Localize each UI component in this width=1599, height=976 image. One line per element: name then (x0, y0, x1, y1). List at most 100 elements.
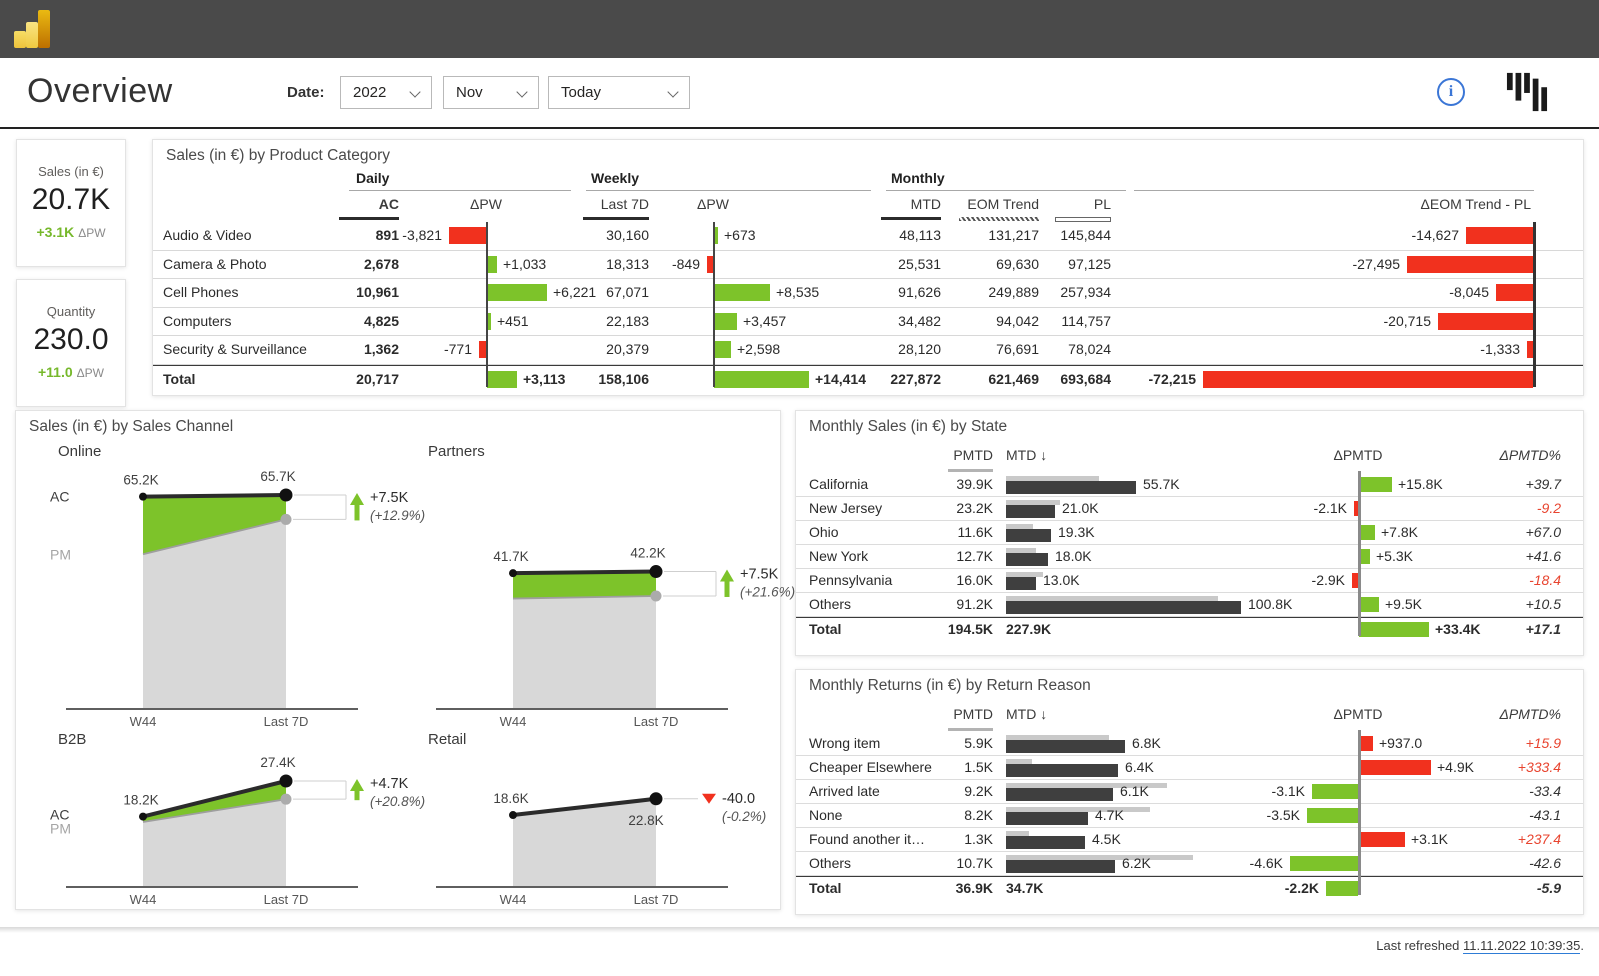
bar-value-label: +6,221 (553, 284, 597, 300)
cell-eom-trend: 94,042 (996, 312, 1039, 329)
info-icon[interactable] (1437, 78, 1465, 106)
delta-bar (1354, 501, 1358, 516)
column-header-pmtd: PMTD (953, 447, 993, 463)
svg-text:18.6K: 18.6K (493, 791, 528, 806)
group-header-monthly: Monthly (891, 170, 945, 186)
svg-text:W44: W44 (130, 892, 157, 907)
cell-dpmtd-pct: -9.2 (1536, 500, 1561, 516)
cell-mtd: 48,113 (899, 227, 941, 243)
kpi-delta-suffix: ΔPW (78, 226, 106, 240)
cell-pmtd: 16.0K (956, 572, 993, 588)
delta-bar (1307, 808, 1358, 823)
delta-bar (1352, 573, 1358, 588)
bar-value-label: -2.1K (1313, 500, 1347, 516)
delta-bar-cell: -3,821 (402, 222, 573, 250)
column-header-mtd: MTD (910, 196, 941, 212)
bar-value-label: +451 (497, 312, 529, 329)
column-header-mtd: MTD ↓ (1006, 447, 1048, 463)
chevron-down-icon (409, 86, 421, 98)
bar-value-label: +3.1K (1411, 831, 1448, 847)
mtd-bar-cell: 34.7K (1006, 877, 1274, 900)
cell-dpmtd-pct: -33.4 (1529, 783, 1561, 799)
delta-bar-cell: -1,333 (1115, 336, 1534, 364)
svg-text:65.7K: 65.7K (260, 469, 295, 484)
bar-value-label: 6.4K (1125, 759, 1154, 775)
cell-pmtd: 23.2K (956, 500, 993, 516)
delta-bar (1359, 622, 1429, 637)
column-underline (583, 217, 649, 220)
mtd-bar-cell: 18.0K (1006, 545, 1274, 568)
mtd-bar-cell: 4.7K (1006, 804, 1274, 827)
svg-text:AC: AC (50, 807, 69, 823)
pmtd-bar (1006, 476, 1099, 481)
last-refreshed-timestamp[interactable]: 11.11.2022 10:39:35 (1463, 938, 1581, 954)
cell-name: Others (809, 596, 852, 612)
cell-category: Audio & Video (163, 227, 252, 243)
cell-category: Cell Phones (163, 284, 239, 300)
delta-bar (487, 312, 491, 330)
column-header-ac: AC (378, 196, 399, 212)
bar-value-label: +14,414 (815, 370, 866, 387)
column-header-pmtd: PMTD (953, 706, 993, 722)
cell-ac: 891 (375, 227, 399, 243)
mtd-bar-cell: 4.5K (1006, 828, 1274, 851)
cell-last7d: 20,379 (606, 341, 649, 357)
bar-value-label: +15.8K (1398, 476, 1443, 492)
bar-value-label: -2.9K (1311, 572, 1345, 588)
cell-dpmtd-pct: +67.0 (1525, 524, 1561, 540)
bar-value-label: 13.0K (1043, 572, 1080, 588)
cell-name: None (809, 807, 843, 823)
cell-pmtd: 36.9K (955, 880, 993, 896)
table-row: Security & Surveillance 1,362 -771 20,379 +2… (153, 336, 1583, 365)
svg-text:42.2K: 42.2K (630, 546, 665, 561)
day-dropdown[interactable]: Today (548, 76, 690, 109)
group-underline (886, 190, 1126, 191)
last-refreshed-suffix: . (1580, 938, 1584, 953)
mtd-bar-cell: 21.0K (1006, 497, 1274, 520)
axis-line (713, 222, 715, 387)
product-category-table: Sales (in €) by Product Category Daily W… (152, 139, 1584, 396)
bar-value-label: -4.6K (1249, 855, 1283, 871)
cell-ac: 1,362 (363, 341, 399, 357)
delta-bar-cell: +3,457 (653, 308, 873, 336)
delta-bar (1359, 597, 1379, 612)
cell-dpmtd-pct: +15.9 (1525, 735, 1561, 751)
delta-bar (1290, 856, 1358, 871)
cell-name: Ohio (809, 524, 839, 540)
table-row: Ohio 11.6K 19.3K +7.8K +67.0 (796, 521, 1583, 545)
table-row: None 8.2K 4.7K -3.5K -43.1 (796, 804, 1583, 828)
cell-category: Camera & Photo (163, 255, 267, 272)
delta-bar-cell: -3.1K (1272, 780, 1441, 803)
kpi-delta: +3.1K ΔPW (36, 224, 105, 240)
delta-bar (707, 255, 713, 273)
cell-name: Pennsylvania (809, 572, 893, 588)
chevron-down-icon (516, 86, 528, 98)
cell-pmtd: 5.9K (964, 735, 993, 751)
delta-bar (487, 284, 547, 301)
delta-bar-cell: +2,598 (653, 336, 873, 364)
chart-title: B2B (58, 731, 87, 748)
group-underline (586, 190, 871, 191)
delta-bar-cell: -27,495 (1115, 251, 1534, 279)
delta-bar (487, 370, 517, 388)
svg-text:65.2K: 65.2K (123, 473, 158, 488)
bar-value-label: 6.1K (1120, 783, 1149, 799)
mtd-bar-cell: 227.9K (1006, 618, 1274, 641)
return-reason-table: Monthly Returns (in €) by Return Reason … (795, 669, 1584, 915)
bar-value-label: +33.4K (1435, 621, 1481, 637)
svg-text:27.4K: 27.4K (260, 755, 295, 770)
delta-bar-cell: +3.1K (1276, 828, 1448, 851)
cell-dpmtd-pct: +333.4 (1517, 759, 1561, 775)
month-dropdown[interactable]: Nov (443, 76, 539, 109)
mtd-bar (1006, 860, 1115, 873)
delta-bar-cell: +3,113 (403, 366, 573, 394)
delta-bar (1359, 549, 1370, 564)
delta-bar-cell: +14,414 (653, 366, 873, 394)
last-refreshed: Last refreshed 11.11.2022 10:39:35. (1376, 938, 1584, 954)
bar-value-label: -8,045 (1449, 284, 1489, 300)
column-header-mtd: MTD ↓ (1006, 706, 1048, 722)
kpi-delta-value: +11.0 (37, 364, 73, 380)
bar-value-label: -3,821 (402, 227, 442, 243)
cell-mtd: 34,482 (898, 312, 941, 329)
year-dropdown[interactable]: 2022 (340, 76, 432, 109)
